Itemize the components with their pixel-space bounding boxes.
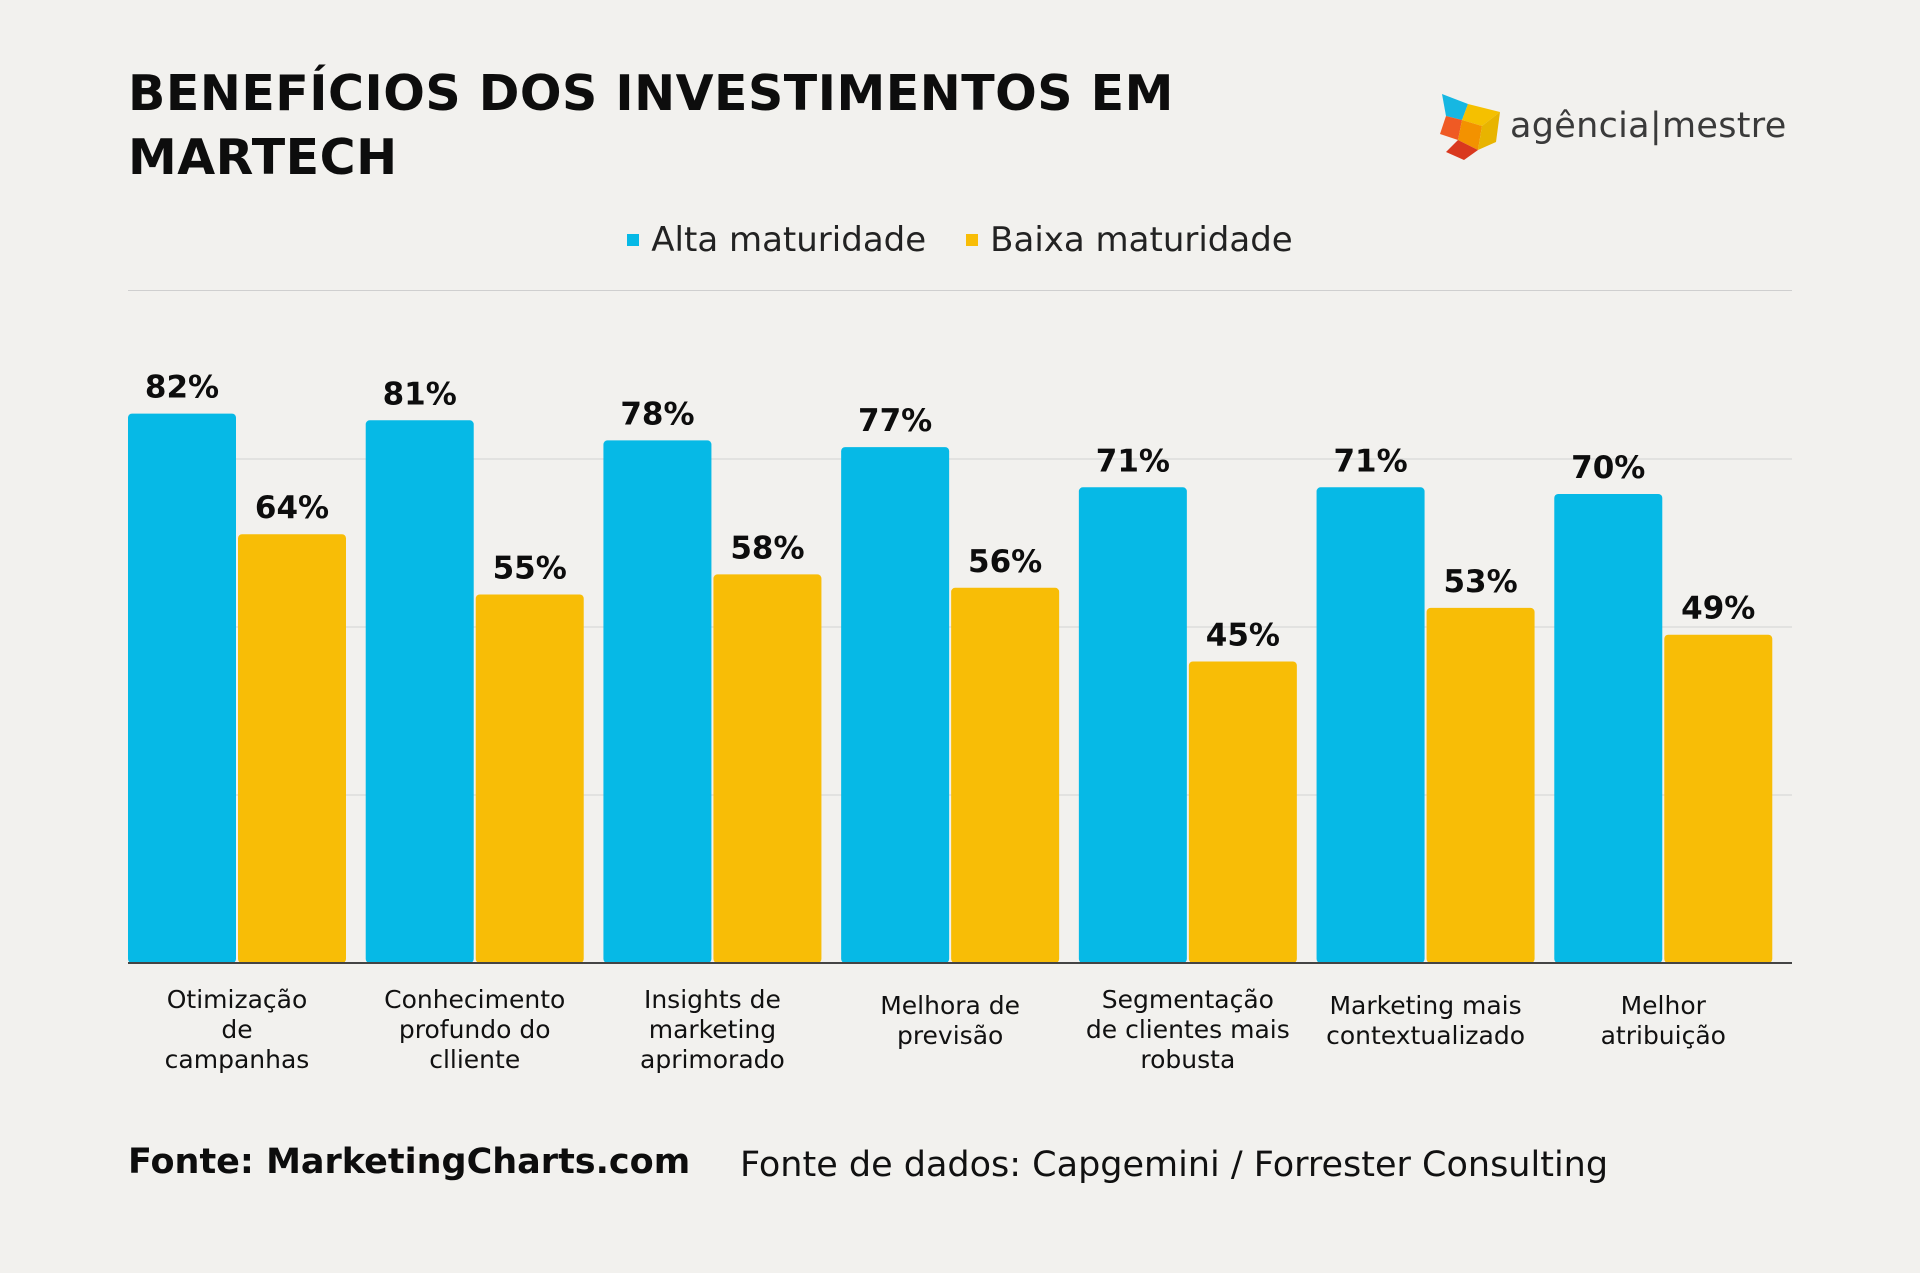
data-label: 53% (1443, 564, 1517, 600)
legend-divider (128, 290, 1792, 291)
brand-name: agência|mestre (1510, 106, 1787, 146)
data-label: 55% (493, 551, 567, 587)
bar-alta (603, 440, 712, 963)
chart-title: BENEFÍCIOS DOS INVESTIMENTOS EM MARTECH (128, 65, 1174, 186)
legend-item-alta: Alta maturidade (627, 220, 926, 260)
legend-item-baixa: Baixa maturidade (966, 220, 1293, 260)
category-label: Otimização (167, 985, 308, 1014)
category-label: Insights de (644, 985, 781, 1014)
legend-label-alta: Alta maturidade (651, 220, 927, 260)
category-label: previsão (897, 1021, 1003, 1050)
data-label: 49% (1681, 591, 1755, 627)
bar-baixa (475, 594, 584, 963)
chart-legend: Alta maturidade Baixa maturidade (0, 220, 1920, 260)
category-label: atribuição (1601, 1021, 1726, 1050)
category-label: Marketing mais (1329, 991, 1521, 1020)
legend-swatch-alta (627, 234, 640, 246)
bar-alta (128, 413, 236, 964)
category-label: profundo do (399, 1015, 551, 1044)
category-label: de clientes mais (1086, 1015, 1290, 1044)
data-label: 82% (145, 370, 219, 406)
data-label: 56% (968, 544, 1042, 580)
bar-baixa (713, 574, 822, 963)
source-credit: Fonte: MarketingCharts.com (128, 1142, 691, 1182)
bar-alta (841, 447, 950, 964)
brand-mark-icon (1440, 94, 1500, 160)
category-label: Melhora de (880, 991, 1020, 1020)
data-label: 64% (255, 490, 329, 526)
data-label: 77% (858, 403, 932, 439)
category-label: Conhecimento (384, 985, 565, 1014)
data-label: 78% (620, 396, 694, 432)
data-label: 58% (730, 530, 804, 566)
category-label: Melhor (1621, 991, 1707, 1020)
data-label: 71% (1096, 443, 1170, 479)
category-label: aprimorado (640, 1045, 785, 1074)
category-label: campanhas (165, 1045, 310, 1074)
category-label: contextualizado (1326, 1021, 1525, 1050)
bar-alta (365, 420, 474, 963)
bar-alta (1316, 487, 1425, 963)
brand-logo: agência|mestre (1438, 86, 1787, 166)
bar-baixa (1426, 607, 1535, 963)
bar-baixa (238, 534, 346, 963)
bar-alta (1078, 487, 1187, 963)
bar-baixa (951, 587, 1060, 963)
category-label: robusta (1140, 1045, 1235, 1074)
legend-label-baixa: Baixa maturidade (990, 220, 1293, 260)
category-label: marketing (649, 1015, 776, 1044)
data-source-credit: Fonte de dados: Capgemini / Forrester Co… (740, 1145, 1609, 1185)
data-label: 45% (1206, 618, 1280, 654)
category-label: de (221, 1015, 252, 1044)
data-label: 81% (383, 376, 457, 412)
bar-baixa (1188, 661, 1297, 963)
bar-alta (1554, 494, 1663, 963)
category-label: Segmentação (1102, 985, 1274, 1014)
data-label: 71% (1333, 443, 1407, 479)
category-label: clliente (429, 1045, 520, 1074)
data-label: 70% (1571, 450, 1645, 486)
legend-swatch-baixa (966, 234, 979, 246)
bar-baixa (1664, 634, 1773, 963)
